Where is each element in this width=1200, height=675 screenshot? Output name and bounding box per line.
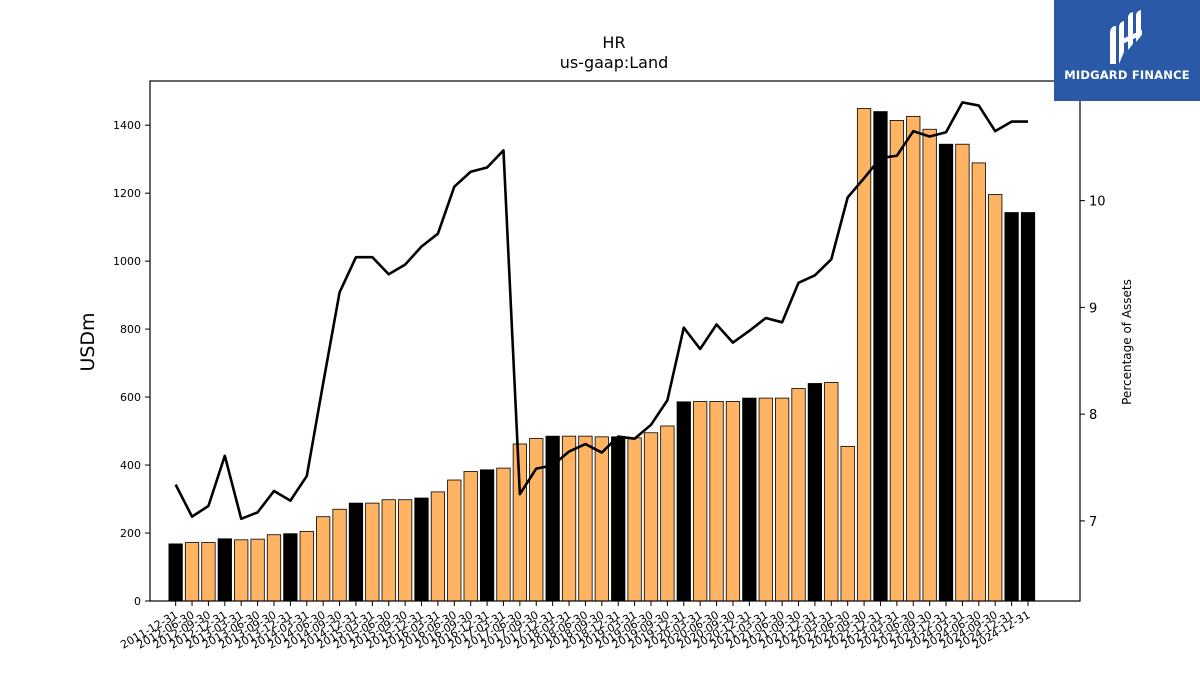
bar-2013-06-30 [266,534,282,602]
bar-2019-09-30 [676,401,691,602]
plot-frame [149,80,1081,602]
bar-2012-03-31 [184,542,200,602]
bar-2013-09-30 [283,533,298,602]
y-axis-label: USDm [77,312,99,371]
y2-tick-label: 9 [1089,301,1097,316]
y2-tick-label: 8 [1089,408,1097,423]
bar-2012-09-30 [217,538,232,602]
bar-2022-03-31 [840,445,855,602]
y2-tick-label: 10 [1089,195,1106,210]
bar-2019-03-31 [643,432,659,602]
midgard-m-logo-icon [1110,10,1142,64]
bar-2014-06-30 [332,508,347,602]
bar-2021-09-30 [807,383,823,602]
y-tick-label: 1200 [113,187,141,200]
bar-2016-03-31 [447,479,462,602]
bar-2016-06-30 [463,471,478,602]
bar-2024-12-31 [1020,212,1036,602]
bar-2023-06-30 [922,128,937,602]
axes: 0200400600800100012001400789102011-12-31… [113,80,1106,652]
bar-2020-09-30 [742,397,757,602]
bar-2020-06-30 [725,401,741,602]
chart-subtitle: us-gaap:Land [560,53,669,72]
y2-axis-label: Percentage of Assets [1120,279,1134,405]
y-tick-label: 0 [134,595,141,608]
bar-2021-06-30 [791,388,806,602]
chart-title: HR [602,33,625,52]
y-tick-label: 800 [120,323,141,336]
bar-2015-06-30 [397,499,413,602]
y-tick-label: 400 [120,459,141,472]
bar-2015-09-30 [414,497,429,602]
bar-2012-12-31 [234,539,249,602]
bar-2024-06-30 [988,194,1003,602]
bar-2023-03-31 [906,115,921,602]
bar-2014-12-31 [365,502,380,602]
bar-2023-09-30 [938,143,954,602]
y-tick-label: 1400 [113,119,141,132]
bar-2016-09-30 [479,469,495,602]
logo-text: MIDGARD FINANCE [1064,68,1190,82]
bar-2024-09-30 [1004,212,1019,602]
bar-2021-12-31 [824,382,839,602]
bar-2022-09-30 [873,111,888,602]
bar-2018-09-30 [611,436,626,602]
bar-2018-12-31 [627,437,642,602]
midgard-finance-logo: MIDGARD FINANCE [1054,0,1200,101]
bar-2024-03-31 [971,162,986,602]
y2-tick-label: 7 [1089,515,1097,530]
bar-2014-03-31 [316,516,331,602]
bar-2019-06-30 [660,425,675,602]
y-tick-label: 600 [120,391,141,404]
bar-2020-12-31 [758,397,773,602]
bar-2014-09-30 [348,502,364,602]
bar-2018-03-31 [578,435,593,602]
bar-2023-12-31 [955,143,970,602]
bar-2013-03-31 [250,538,265,602]
bar-2013-12-31 [299,530,314,602]
y-tick-label: 200 [120,527,141,540]
bar-2020-03-31 [709,401,724,602]
bar-series [168,108,1036,602]
y-tick-label: 1000 [113,255,141,268]
bar-2017-06-30 [529,438,544,602]
bar-2012-06-30 [201,542,216,602]
bar-2017-12-31 [561,435,577,602]
line-series [174,101,1028,521]
percentage-line [174,101,1028,521]
bar-2011-12-31 [168,543,183,602]
bar-2015-03-31 [381,499,396,602]
bar-2018-06-30 [594,436,609,602]
bar-2021-03-31 [775,397,790,602]
bar-2015-12-31 [430,491,446,602]
bar-2016-12-31 [496,467,511,602]
bar-2022-12-31 [889,120,904,602]
bar-2019-12-31 [693,401,708,602]
